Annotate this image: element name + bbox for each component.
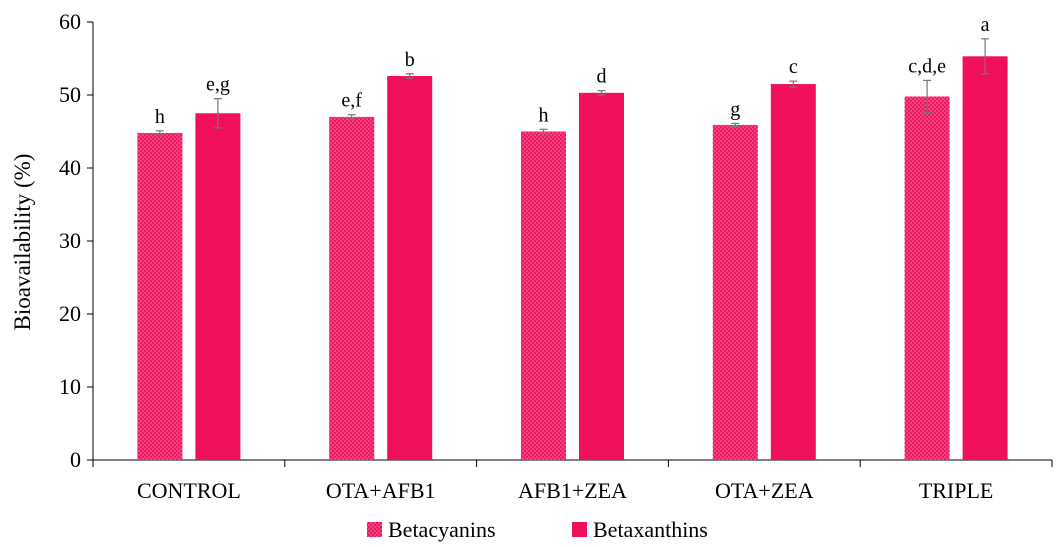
significance-label: e,g — [206, 74, 230, 96]
significance-label: a — [981, 14, 990, 36]
bar-betaxanthins — [579, 92, 624, 460]
category-label: TRIPLE — [919, 478, 994, 503]
y-tick-label: 60 — [59, 9, 81, 34]
y-tick-label: 0 — [70, 447, 81, 472]
category-label: OTA+AFB1 — [326, 478, 436, 503]
y-tick-label: 10 — [59, 374, 81, 399]
legend-label-betacyanins: Betacyanins — [388, 517, 496, 542]
bars — [137, 38, 1008, 461]
significance-label: h — [539, 104, 549, 126]
legend-label-betaxanthins: Betaxanthins — [593, 517, 708, 542]
category-label: OTA+ZEA — [715, 478, 814, 503]
legend-swatch-betacyanins — [367, 522, 382, 537]
labels: CONTROL h e,g OTA+AFB1 e,f b AFB1+ZEA h d OTA+ZEA… — [137, 14, 993, 503]
significance-label: h — [155, 106, 165, 128]
bar-betacyanins — [521, 131, 566, 460]
bar-betacyanins — [904, 96, 950, 461]
bar-betacyanins — [329, 116, 375, 461]
category-label: CONTROL — [137, 478, 241, 503]
y-tick-label: 30 — [59, 228, 81, 253]
category-label: AFB1+ZEA — [518, 478, 627, 503]
y-tick-label: 20 — [59, 301, 81, 326]
y-tick-label: 40 — [59, 155, 81, 180]
bar-betacyanins — [137, 132, 183, 460]
legend: Betacyanins Betaxanthins — [367, 517, 708, 542]
significance-label: d — [597, 66, 607, 88]
legend-swatch-betaxanthins — [572, 522, 587, 537]
axes: 0 10 20 30 40 50 60 — [59, 9, 1053, 472]
y-tick-label: 50 — [59, 82, 81, 107]
significance-label: c,d,e — [908, 55, 946, 77]
bar-betaxanthins — [770, 84, 816, 461]
y-axis-title: Bioavailability (%) — [10, 154, 35, 331]
significance-label: g — [730, 98, 740, 120]
significance-label: c — [789, 56, 798, 78]
bar-betaxanthins — [962, 56, 1008, 461]
bar-betacyanins — [712, 124, 758, 461]
significance-label: b — [405, 49, 415, 71]
bar-betaxanthins — [195, 113, 241, 460]
significance-label: e,f — [341, 90, 362, 112]
bar-betaxanthins — [387, 76, 433, 461]
